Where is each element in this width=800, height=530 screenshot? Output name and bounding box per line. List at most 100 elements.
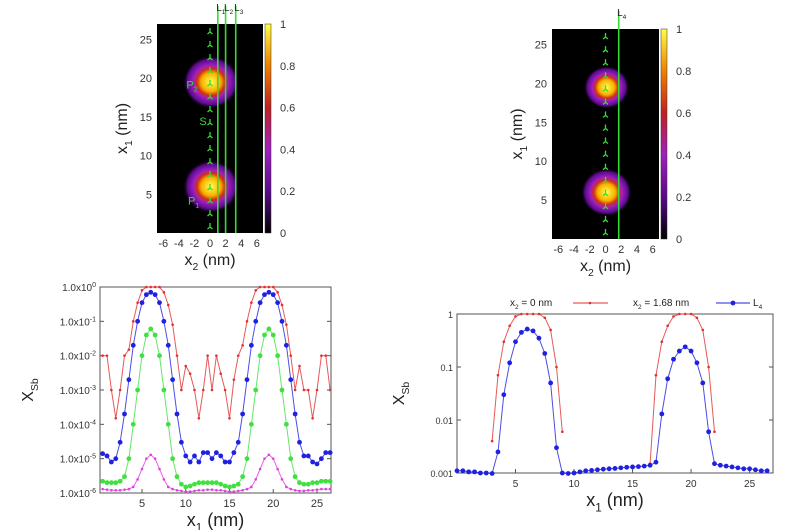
data-point (514, 315, 517, 318)
atom-marker-icon (602, 176, 609, 184)
data-point (561, 430, 564, 434)
x-tick-label: 20 (686, 479, 698, 490)
data-point (678, 312, 681, 316)
legend-marker-blue (730, 300, 736, 306)
data-point (536, 335, 542, 341)
colorbar-tick-label: 0 (280, 228, 286, 240)
data-point (232, 490, 236, 493)
data-point (293, 488, 297, 492)
y-tick-label: 5 (541, 195, 547, 207)
data-point (183, 453, 189, 459)
y-tick-label: 10 (535, 156, 547, 168)
atom-marker-icon (207, 92, 213, 100)
data-point (306, 388, 310, 392)
y-tick-label: 0.1 (440, 363, 453, 373)
data-point (262, 292, 267, 298)
data-point (302, 489, 306, 493)
data-point (101, 487, 104, 491)
data-point (314, 461, 320, 467)
data-point (184, 490, 188, 493)
colorbar-tick-label: 0.2 (280, 186, 295, 198)
data-point (108, 480, 114, 486)
data-point (158, 467, 161, 471)
atom-marker-icon (207, 210, 213, 217)
data-point (659, 411, 665, 417)
x-tick-label: 2 (618, 244, 624, 256)
data-point (183, 484, 189, 490)
data-point (460, 468, 466, 474)
atom-marker-icon (207, 66, 213, 74)
data-point (131, 485, 135, 489)
data-point (706, 429, 712, 435)
x-tick-label: -4 (174, 238, 184, 250)
data-point (537, 312, 541, 316)
data-point (717, 462, 723, 468)
data-point (223, 388, 227, 392)
density-peak (583, 65, 630, 109)
data-point (324, 354, 328, 357)
cut-line-label: L2 (224, 3, 234, 16)
data-point (713, 430, 716, 434)
data-point (126, 456, 132, 462)
data-point (285, 485, 288, 489)
atom-marker-icon (207, 132, 213, 139)
data-point (612, 466, 618, 471)
data-point (117, 439, 123, 445)
site-label: S (199, 116, 206, 128)
y-tick-label: 10 (140, 151, 152, 163)
colorbar-tick-label: 1 (676, 24, 682, 36)
atom-marker-icon (207, 118, 213, 126)
data-point (175, 354, 179, 357)
data-point (166, 303, 170, 307)
data-point (298, 364, 301, 368)
data-point (258, 467, 262, 471)
data-point (508, 324, 511, 328)
data-point (549, 328, 552, 332)
plot-area (456, 313, 774, 474)
atom-marker-icon (207, 171, 213, 178)
y-axis-label: XSb (391, 382, 412, 406)
series-2 (100, 326, 333, 490)
data-point (200, 450, 206, 456)
data-point (466, 469, 472, 475)
atom-marker-icon (602, 72, 609, 79)
data-point (114, 416, 118, 420)
data-point (524, 326, 530, 332)
data-point (275, 300, 281, 306)
data-point (110, 388, 113, 392)
data-point (279, 387, 285, 393)
data-point (130, 342, 136, 348)
x-tick-label: 5 (513, 479, 519, 490)
data-point (117, 478, 123, 484)
data-point (236, 354, 240, 357)
data-point (245, 320, 249, 323)
data-point (654, 373, 658, 377)
data-point (735, 465, 741, 471)
data-point (180, 489, 183, 493)
cut-line-label: L1 (216, 3, 226, 16)
y-tick-label: 1 (448, 310, 453, 320)
data-point (327, 478, 333, 484)
data-point (327, 450, 333, 456)
data-point (318, 456, 324, 462)
data-point (136, 301, 139, 304)
cut-line-label: L3 (234, 3, 244, 16)
data-point (495, 449, 501, 455)
data-point (707, 365, 710, 369)
data-point (555, 365, 558, 369)
data-point (520, 312, 523, 316)
data-point (507, 360, 513, 366)
colorbar (264, 23, 272, 234)
legend-label-red: x2 = 0 nm (510, 298, 552, 311)
data-point (206, 488, 209, 491)
atom-marker-icon (602, 33, 609, 40)
data-point (490, 439, 494, 443)
data-point (192, 481, 197, 487)
data-point (228, 490, 231, 493)
series-1 (100, 289, 333, 467)
data-point (311, 416, 314, 420)
data-point (262, 332, 267, 338)
legend-label-blue: x2 = 1.68 nm (633, 298, 689, 311)
y-axis-label: XSb (20, 378, 41, 402)
data-point (240, 474, 246, 480)
